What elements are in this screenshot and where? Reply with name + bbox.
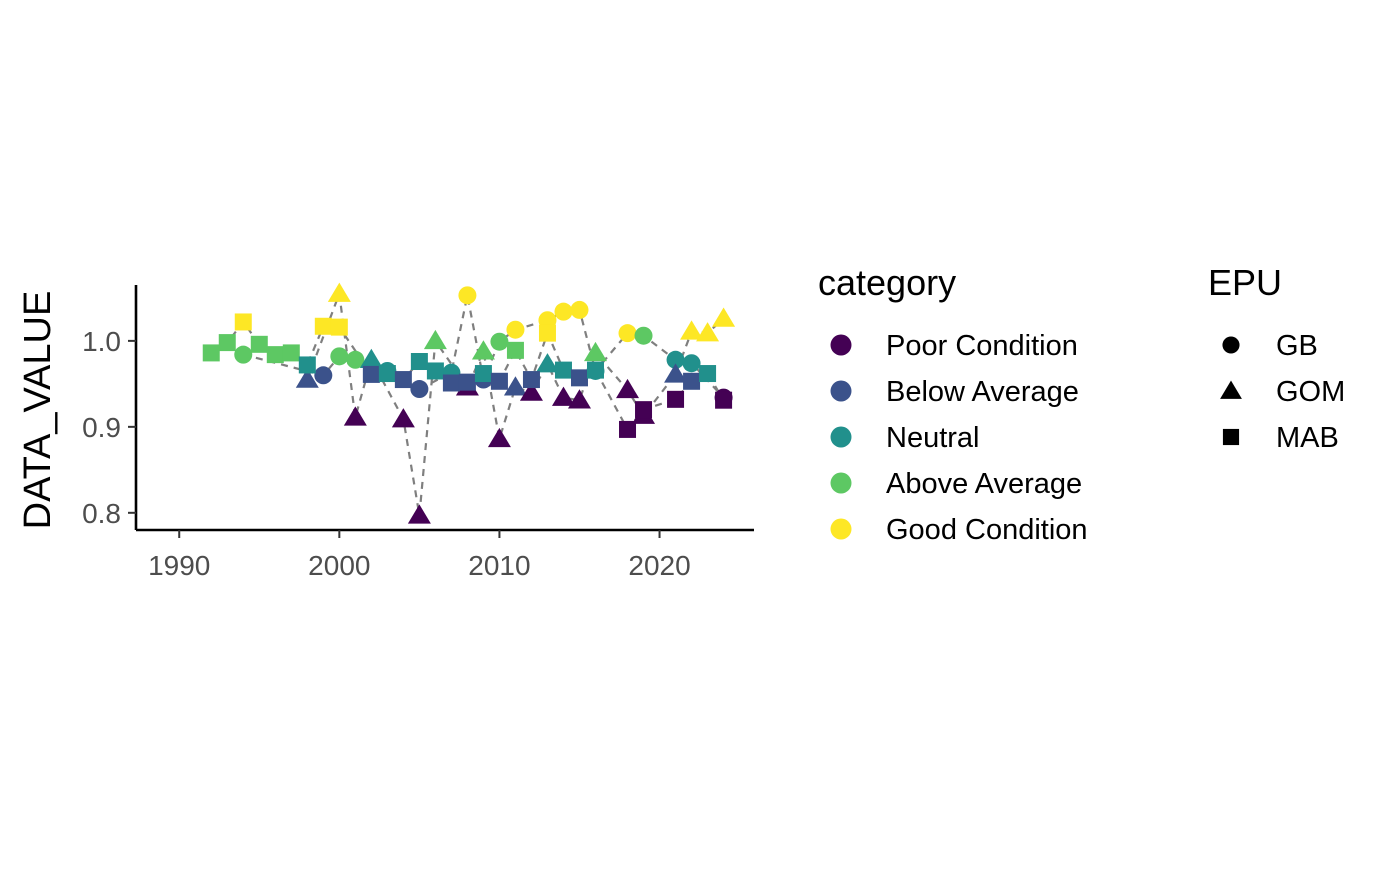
data-point-gb-2010 <box>490 332 509 351</box>
data-point-gom-2018 <box>616 378 640 399</box>
data-point-mab-1997 <box>282 344 300 362</box>
data-point-gom-1998 <box>295 368 319 388</box>
data-point-gom-2012 <box>519 381 543 401</box>
legend-epu: GB GOM MAB <box>1220 330 1345 454</box>
data-point-gb-1994 <box>234 345 253 364</box>
y-axis-ticks: 0.8 0.9 1.0 <box>82 326 136 529</box>
data-point-gom-2006 <box>423 329 447 350</box>
data-point-mab-1998 <box>298 356 316 374</box>
data-point-gom-2010 <box>487 427 511 448</box>
legend-key-gb <box>1222 336 1240 354</box>
data-point-gom-2016 <box>583 341 607 362</box>
data-point-gom-2005 <box>407 504 431 524</box>
data-point-mab-1994 <box>234 313 252 331</box>
data-point-mab-2008 <box>458 373 476 391</box>
legend-key-above-average <box>830 472 852 494</box>
data-point-gom-2001 <box>343 406 367 426</box>
data-point-gom-2015 <box>567 389 591 409</box>
data-point-mab-1995 <box>250 335 268 353</box>
data-point-mab-2012 <box>522 371 540 389</box>
data-point-mab-1993 <box>218 334 236 352</box>
data-point-gb-2011 <box>506 320 525 339</box>
data-point-gb-2021 <box>666 350 685 369</box>
data-point-gom-2023 <box>696 322 720 342</box>
data-point-gb-2000 <box>330 347 349 366</box>
data-point-mab-2002 <box>362 365 380 383</box>
data-point-gb-2015 <box>570 300 589 319</box>
data-point-gb-2005 <box>410 380 429 399</box>
data-point-mab-2023 <box>699 365 717 383</box>
legend-label: Above Average <box>886 468 1082 500</box>
data-point-gom-2021 <box>664 363 688 383</box>
legend-label: GOM <box>1276 376 1345 408</box>
data-point-gom-2011 <box>503 376 527 396</box>
legend-label: Neutral <box>886 422 980 454</box>
data-point-mab-2022 <box>683 372 701 390</box>
data-point-gom-2022 <box>680 320 704 340</box>
data-point-mab-2021 <box>667 390 685 408</box>
data-point-mab-2016 <box>586 361 604 379</box>
legend-key-gom <box>1220 380 1242 399</box>
data-point-gom-2004 <box>391 408 415 428</box>
legend-key-neutral <box>830 426 852 448</box>
legend-key-poor-condition <box>830 334 852 356</box>
data-point-mab-2018 <box>619 420 637 438</box>
data-point-gom-2024 <box>712 307 736 327</box>
data-point-mab-2003 <box>378 365 396 383</box>
x-tick-label: 2000 <box>308 550 370 581</box>
legend-label: GB <box>1276 330 1318 362</box>
legend-category-title: category <box>818 262 956 303</box>
legend-label: Good Condition <box>886 514 1088 546</box>
data-point-mab-2019 <box>635 401 653 419</box>
data-point-mab-2000 <box>330 318 348 336</box>
data-point-gb-1999 <box>314 366 333 385</box>
y-axis-title: DATA_VALUE <box>17 291 59 530</box>
y-tick-label: 1.0 <box>82 326 121 357</box>
data-point-mab-2009 <box>474 365 492 383</box>
data-point-mab-2014 <box>554 361 572 379</box>
data-point-gom-2002 <box>359 348 383 369</box>
data-point-gb-2019 <box>634 326 653 345</box>
x-tick-label: 2010 <box>468 550 530 581</box>
legend-label: MAB <box>1276 422 1339 454</box>
y-tick-label: 0.8 <box>82 498 121 529</box>
data-point-mab-1992 <box>202 344 220 362</box>
data-point-mab-2011 <box>506 341 524 359</box>
data-point-gom-2000 <box>327 282 351 302</box>
data-point-gom-2014 <box>551 386 575 406</box>
data-point-mab-2024 <box>715 391 733 409</box>
x-tick-label: 2020 <box>628 550 690 581</box>
data-point-mab-1999 <box>314 317 332 335</box>
y-tick-label: 0.9 <box>82 412 121 443</box>
data-point-mab-2015 <box>570 369 588 387</box>
data-point-mab-1996 <box>266 346 284 364</box>
data-point-gb-2008 <box>458 286 477 305</box>
data-point-mab-2007 <box>442 374 460 392</box>
legend-key-good-condition <box>830 518 852 540</box>
legend-label: Poor Condition <box>886 330 1078 362</box>
data-point-mab-2005 <box>410 353 428 371</box>
data-point-gom-2009 <box>471 340 495 360</box>
x-axis-ticks: 1990 2000 2010 2020 <box>148 530 691 581</box>
legend-epu-title: EPU <box>1208 262 1282 303</box>
data-point-mab-2006 <box>426 362 444 380</box>
data-point-mab-2013 <box>538 324 556 342</box>
data-point-gb-2014 <box>554 302 573 321</box>
legend-key-mab <box>1222 428 1240 446</box>
data-point-gb-2001 <box>346 350 365 369</box>
x-tick-label: 1990 <box>148 550 210 581</box>
data-point-gb-2018 <box>618 324 637 343</box>
data-point-mab-2004 <box>394 371 412 389</box>
data-points <box>202 282 736 524</box>
data-point-mab-2010 <box>490 372 508 390</box>
legend-label: Below Average <box>886 376 1079 408</box>
data-point-gb-2022 <box>682 354 701 373</box>
legend-category: Poor Condition Below Average Neutral Above … <box>830 330 1088 546</box>
legend-key-below-average <box>830 380 852 402</box>
data-point-gom-2013 <box>535 353 559 373</box>
